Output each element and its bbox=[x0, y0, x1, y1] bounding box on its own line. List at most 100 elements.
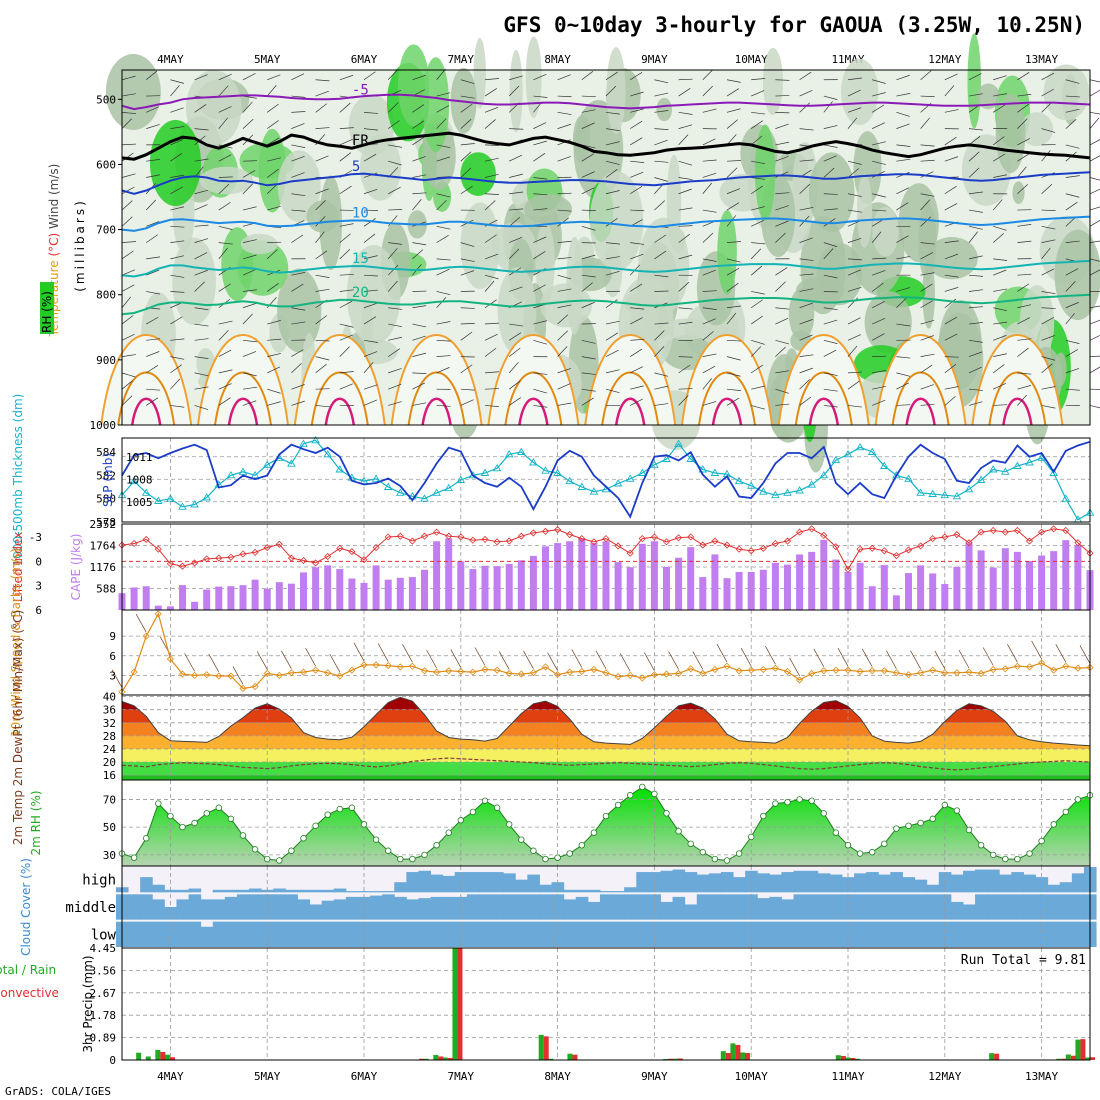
wind-barb bbox=[194, 405, 209, 410]
cape-bar bbox=[953, 566, 961, 610]
rh-point bbox=[506, 821, 513, 828]
cloud-bar-middle bbox=[466, 894, 480, 920]
isotherm-line bbox=[121, 293, 1091, 316]
wind-barb bbox=[121, 111, 136, 114]
cloud-bar-low bbox=[805, 921, 819, 947]
wind-barb bbox=[339, 323, 354, 328]
li-point bbox=[880, 547, 888, 555]
li-point bbox=[445, 532, 453, 540]
rh-point bbox=[735, 850, 743, 857]
wind-barb-10m bbox=[716, 644, 728, 663]
temp-tick-label: 24 bbox=[103, 743, 117, 756]
cloud-bar-low bbox=[720, 921, 734, 947]
wind-barb bbox=[387, 215, 398, 227]
cloud-bar-low bbox=[478, 921, 492, 947]
cloud-row-label: high bbox=[82, 873, 116, 889]
wind-barb bbox=[581, 254, 596, 260]
wind-barb-10m bbox=[571, 649, 583, 668]
li-point bbox=[312, 559, 320, 567]
cloud-bar-low bbox=[612, 921, 625, 947]
wind-barb bbox=[291, 209, 306, 212]
wind-barb bbox=[267, 320, 281, 325]
cape-bar bbox=[1050, 551, 1058, 610]
cloud-bar-low bbox=[551, 921, 565, 947]
cloud-bar-low bbox=[370, 921, 383, 947]
wind-barb bbox=[896, 123, 910, 129]
wind-barb bbox=[1041, 356, 1056, 361]
wind-barb bbox=[920, 159, 935, 162]
cape-bar bbox=[675, 557, 683, 610]
wind-barb bbox=[170, 378, 181, 390]
wind-barb bbox=[412, 382, 426, 390]
wind-barb bbox=[1041, 102, 1052, 113]
isotherm-line bbox=[121, 93, 1091, 111]
rh-point bbox=[191, 819, 198, 827]
wind-barb bbox=[242, 372, 257, 377]
wind-barb-10m bbox=[523, 650, 534, 669]
wind-barb bbox=[291, 307, 306, 311]
thickness-point bbox=[746, 481, 756, 489]
wind-barb bbox=[993, 307, 1007, 312]
wind-barb bbox=[630, 398, 643, 406]
wind-speed-point bbox=[711, 665, 719, 674]
wind-barb bbox=[678, 388, 693, 390]
rh-point bbox=[965, 826, 973, 834]
cloud-bar-low bbox=[938, 921, 952, 947]
rh-point bbox=[1014, 855, 1021, 863]
wind-barb bbox=[436, 321, 451, 325]
thickness-point bbox=[129, 476, 139, 485]
cloud-bar-low bbox=[128, 921, 141, 947]
thickness-point bbox=[311, 435, 320, 444]
wind-barb bbox=[630, 307, 645, 310]
wind-speed-point bbox=[650, 671, 658, 679]
wind-barb bbox=[1065, 108, 1080, 113]
cape-bar bbox=[517, 560, 525, 610]
wind-speed-point bbox=[275, 671, 283, 679]
cape-bar bbox=[505, 563, 513, 610]
wind-barb bbox=[896, 187, 910, 195]
li-point bbox=[493, 538, 501, 546]
wind-barb bbox=[146, 234, 158, 243]
wind-barb bbox=[1017, 71, 1030, 81]
wind-barb bbox=[1017, 240, 1032, 243]
rh-point bbox=[239, 832, 247, 839]
wind-barb bbox=[533, 320, 548, 325]
wind-speed-point bbox=[1025, 663, 1034, 671]
cloud-bar-high bbox=[866, 872, 879, 893]
isotherm-35 bbox=[905, 397, 936, 426]
wind-barb bbox=[702, 85, 713, 97]
wind-speed-point bbox=[675, 669, 683, 677]
wind-barb bbox=[387, 120, 400, 129]
wind-barb bbox=[266, 120, 279, 129]
wind-barb bbox=[920, 144, 935, 147]
wind-barb bbox=[291, 384, 305, 390]
wind-speed-point bbox=[372, 661, 380, 669]
cloud-bar-high bbox=[466, 872, 480, 893]
thickness-point bbox=[976, 475, 986, 483]
wind-barb bbox=[1041, 247, 1051, 260]
wind-barb bbox=[678, 177, 693, 180]
cloud-bar-middle bbox=[660, 901, 674, 920]
wind-barb bbox=[218, 85, 229, 97]
wind-barb bbox=[678, 307, 693, 310]
wind-barb bbox=[823, 242, 838, 248]
wind-barb bbox=[1017, 153, 1030, 162]
wind-speed-point bbox=[904, 671, 913, 679]
precip-tick-label: 0 bbox=[109, 1054, 116, 1067]
wind-barb bbox=[872, 399, 886, 406]
cloud-bar-middle bbox=[527, 894, 540, 920]
wind-barb bbox=[315, 155, 329, 162]
wind-barb bbox=[1017, 138, 1030, 146]
wind-barb bbox=[1065, 388, 1080, 391]
li-point bbox=[1062, 526, 1070, 535]
wind-barb bbox=[1089, 206, 1100, 211]
cloud-bar-middle bbox=[1023, 894, 1037, 920]
wind-barb bbox=[896, 372, 911, 377]
cloud-bar-low bbox=[273, 921, 286, 947]
wind-barb bbox=[799, 273, 814, 276]
cloud-bar-high bbox=[672, 869, 686, 893]
wind-barb bbox=[751, 160, 766, 165]
date-label-bottom-4: 8MAY bbox=[544, 1070, 571, 1083]
wind-speed-point bbox=[166, 655, 174, 663]
wind-barb bbox=[509, 191, 524, 195]
